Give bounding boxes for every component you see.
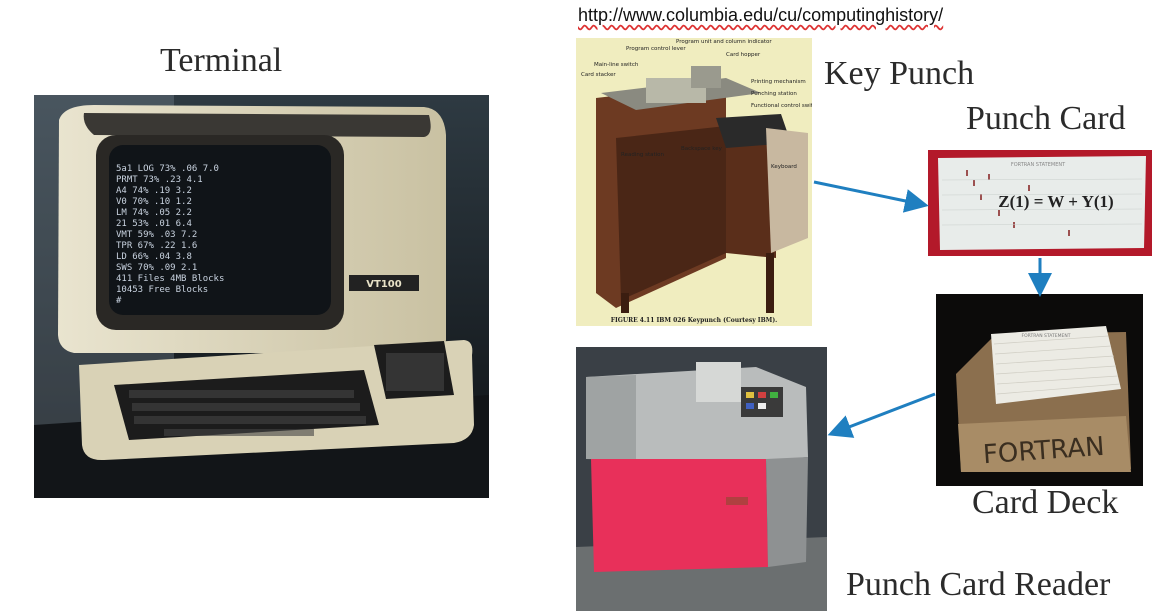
punch-card-statement: Z(1) = W + Y(1): [998, 192, 1113, 211]
screen-line: #: [116, 296, 122, 306]
card-deck-header: FORTRAN STATEMENT: [1022, 333, 1071, 339]
punch-card-header: FORTRAN STATEMENT: [1011, 162, 1066, 168]
keypunch-callout: Card hopper: [726, 52, 761, 58]
keypunch-callout: Punching station: [751, 91, 797, 97]
screen-line: 5a1 LOG 73% .06 7.0: [116, 164, 219, 174]
keypunch-caption: FIGURE 4.11 IBM 026 Keypunch (Courtesy I…: [611, 317, 778, 324]
screen-line: 10453 Free Blocks: [116, 285, 208, 295]
terminal-label: Terminal: [160, 42, 283, 79]
punch-card-illustration: FORTRAN STATEMENT Z(1) = W + Y(1): [928, 150, 1152, 256]
screen-line: LD 66% .04 3.8: [116, 252, 192, 262]
card-reader-illustration: [576, 347, 827, 611]
punch-card-photo: FORTRAN STATEMENT Z(1) = W + Y(1): [928, 150, 1152, 256]
screen-line: LM 74% .05 2.2: [116, 208, 192, 218]
keypunch-callout: Reading station: [621, 152, 665, 158]
terminal-illustration: 5a1 LOG 73% .06 7.0 PRMT 73% .23 4.1 A4 …: [34, 95, 489, 498]
keypunch-photo: Program control lever Program unit and c…: [576, 38, 812, 326]
screen-line: V0 70% .10 1.2: [116, 197, 192, 207]
screen-line: TPR 67% .22 1.6: [116, 241, 197, 251]
terminal-photo: 5a1 LOG 73% .06 7.0 PRMT 73% .23 4.1 A4 …: [34, 95, 489, 498]
key-punch-label: Key Punch: [824, 55, 975, 92]
arrow-deck-to-reader: [827, 392, 936, 438]
keypunch-callout: Backspace key: [681, 146, 723, 152]
keypunch-callout: Printing mechanism: [751, 79, 806, 85]
card-reader-photo: [576, 347, 827, 611]
vt100-badge: VT100: [366, 279, 401, 290]
keypunch-callout: Functional control switches: [751, 103, 812, 109]
keypunch-callout: Program unit and column indicator: [676, 39, 772, 45]
arrow-keypunch-to-card: [813, 180, 929, 213]
source-url[interactable]: http://www.columbia.edu/cu/computinghist…: [578, 5, 944, 25]
screen-line: 21 53% .01 6.4: [116, 219, 192, 229]
screen-line: 411 Files 4MB Blocks: [116, 274, 224, 284]
punch-card-label: Punch Card: [966, 100, 1126, 137]
reader-buttons: [746, 392, 778, 409]
keypunch-callout: Main-line switch: [594, 62, 639, 68]
card-deck-illustration: FORTRAN STATEMENT FORTRAN: [936, 294, 1143, 486]
screen-line: PRMT 73% .23 4.1: [116, 175, 203, 185]
screen-line: A4 74% .19 3.2: [116, 186, 192, 196]
terminal-screen-text: 5a1 LOG 73% .06 7.0 PRMT 73% .23 4.1 A4 …: [116, 164, 224, 306]
screen-line: VMT 59% .03 7.2: [116, 230, 197, 240]
keypunch-callout: Keyboard: [771, 164, 797, 170]
keypunch-callout: Program control lever: [626, 46, 686, 52]
card-deck-photo: FORTRAN STATEMENT FORTRAN: [936, 294, 1143, 486]
keypunch-callout: Card stacker: [581, 72, 616, 78]
keyboard-keys: [129, 353, 444, 436]
punch-card-reader-label: Punch Card Reader: [846, 566, 1111, 603]
card-deck-label: Card Deck: [972, 484, 1119, 521]
keypunch-illustration: Program control lever Program unit and c…: [576, 38, 812, 326]
screen-line: SWS 70% .09 2.1: [116, 263, 197, 273]
